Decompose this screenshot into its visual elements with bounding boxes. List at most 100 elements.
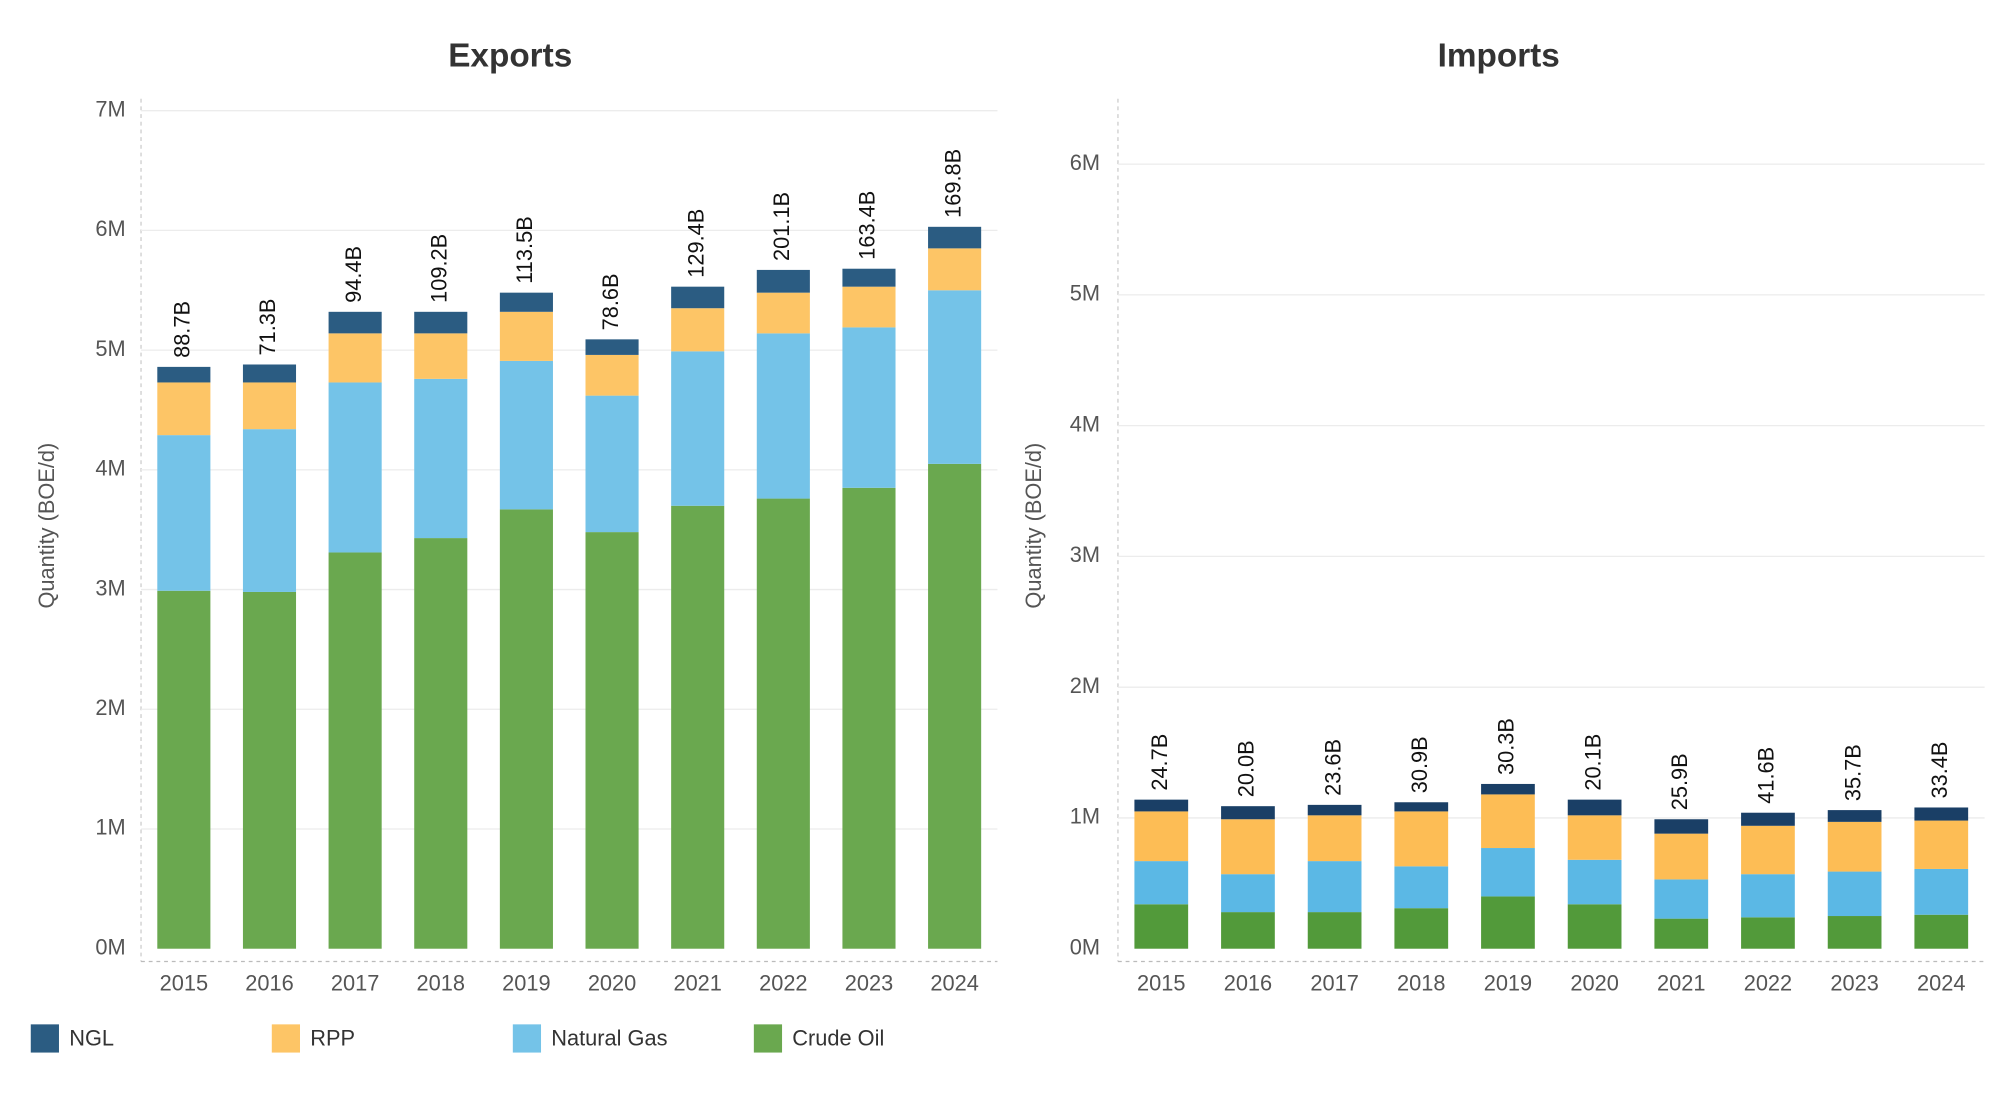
bar-segment [1481, 848, 1535, 897]
bar-segment [585, 395, 639, 533]
x-tick-label: 2018 [417, 970, 465, 995]
bar-segment [414, 538, 468, 949]
total-label: 30.3B [1494, 718, 1519, 775]
legend-label: NGL [69, 1025, 114, 1050]
x-tick-label: 2015 [1137, 970, 1185, 995]
bar-segment [242, 382, 297, 430]
x-tick-label: 2022 [1744, 970, 1792, 995]
bar-segment [414, 378, 468, 539]
bar-segment [1914, 914, 1969, 949]
x-tick-label: 2017 [1310, 970, 1358, 995]
bar-segment [1914, 868, 1969, 915]
bar-segment [842, 268, 896, 287]
total-label: 20.1B [1580, 734, 1605, 791]
bar-segment [157, 435, 211, 591]
bar-segment [1307, 912, 1362, 949]
bar-segment [1654, 879, 1709, 919]
x-tick-label: 2021 [1657, 970, 1705, 995]
bar-segment [1654, 819, 1709, 834]
bar-segment [1134, 811, 1189, 862]
bar-segment [928, 248, 982, 291]
bar-segment [328, 552, 382, 949]
total-label: 24.7B [1147, 734, 1172, 791]
y-tick-label: 2M [95, 695, 125, 720]
bar-segment [756, 269, 810, 293]
legend-swatch [271, 1024, 300, 1053]
bar-segment [242, 364, 297, 383]
bar-segment [671, 308, 725, 352]
total-label: 41.6B [1754, 747, 1779, 804]
bar-segment [1741, 917, 1795, 949]
bar-segment [1134, 861, 1189, 905]
bar-segment [1394, 866, 1449, 909]
x-tick-label: 2024 [930, 970, 978, 995]
bar-segment [157, 366, 211, 383]
bar-segment [1481, 896, 1535, 949]
legend-label: Natural Gas [551, 1025, 667, 1050]
y-tick-label: 0M [95, 934, 125, 959]
legend-label: RPP [310, 1025, 355, 1050]
bar-segment [1394, 908, 1449, 949]
bar-segment [499, 360, 553, 510]
y-tick-label: 5M [1070, 281, 1100, 306]
total-label: 113.5B [512, 216, 537, 283]
y-tick-label: 2M [1070, 673, 1100, 698]
bar-segment [671, 286, 725, 309]
bar-segment [928, 463, 982, 949]
total-label: 25.9B [1667, 753, 1692, 810]
bar-segment [1481, 783, 1535, 795]
bar-segment [842, 487, 896, 949]
bar-segment [328, 382, 382, 553]
bar-segment [1827, 821, 1882, 872]
bar-segment [1221, 819, 1275, 875]
bar-segment [1221, 912, 1275, 949]
bar-segment [671, 351, 725, 506]
x-tick-label: 2022 [759, 970, 807, 995]
bar-segment [1221, 874, 1275, 913]
bar-segment [242, 591, 297, 949]
bar-segment [756, 333, 810, 499]
y-tick-label: 5M [95, 336, 125, 361]
x-tick-label: 2020 [588, 970, 636, 995]
bar-segment [671, 505, 725, 949]
y-tick-label: 3M [95, 575, 125, 600]
y-tick-label: 1M [1070, 804, 1100, 829]
y-axis-title: Quantity (BOE/d) [1021, 443, 1046, 609]
legend-swatch [512, 1024, 542, 1053]
bar-segment [328, 311, 382, 334]
total-label: 163.4B [855, 191, 880, 260]
bar-segment [1654, 833, 1709, 880]
x-tick-label: 2020 [1570, 970, 1618, 995]
bar-segment [1654, 918, 1709, 949]
chart-title: Imports [1438, 37, 1560, 74]
y-tick-label: 3M [1070, 542, 1100, 567]
bar-segment [1914, 807, 1969, 821]
total-label: 33.4B [1927, 742, 1952, 799]
total-label: 71.3B [255, 299, 280, 356]
bar-segment [499, 509, 553, 949]
y-tick-label: 1M [95, 815, 125, 840]
bar-segment [842, 327, 896, 488]
bar-segment [585, 532, 639, 949]
bar-segment [756, 292, 810, 334]
bar-segment [1481, 794, 1535, 849]
x-tick-label: 2016 [1224, 970, 1272, 995]
y-tick-label: 4M [1070, 411, 1100, 436]
chart-title: Exports [448, 37, 572, 74]
total-label: 35.7B [1840, 744, 1865, 801]
bar-segment [1134, 799, 1189, 812]
total-label: 88.7B [170, 301, 195, 358]
total-label: 169.8B [940, 149, 965, 218]
total-label: 30.9B [1407, 736, 1432, 793]
x-tick-label: 2024 [1917, 970, 1965, 995]
total-label: 23.6B [1320, 739, 1345, 796]
bar-segment [1307, 815, 1362, 862]
y-tick-label: 6M [1070, 150, 1100, 175]
bar-segment [499, 311, 553, 361]
total-label: 20.0B [1234, 740, 1259, 797]
x-tick-label: 2015 [160, 970, 208, 995]
total-label: 201.1B [769, 192, 794, 261]
total-label: 94.4B [341, 246, 366, 303]
